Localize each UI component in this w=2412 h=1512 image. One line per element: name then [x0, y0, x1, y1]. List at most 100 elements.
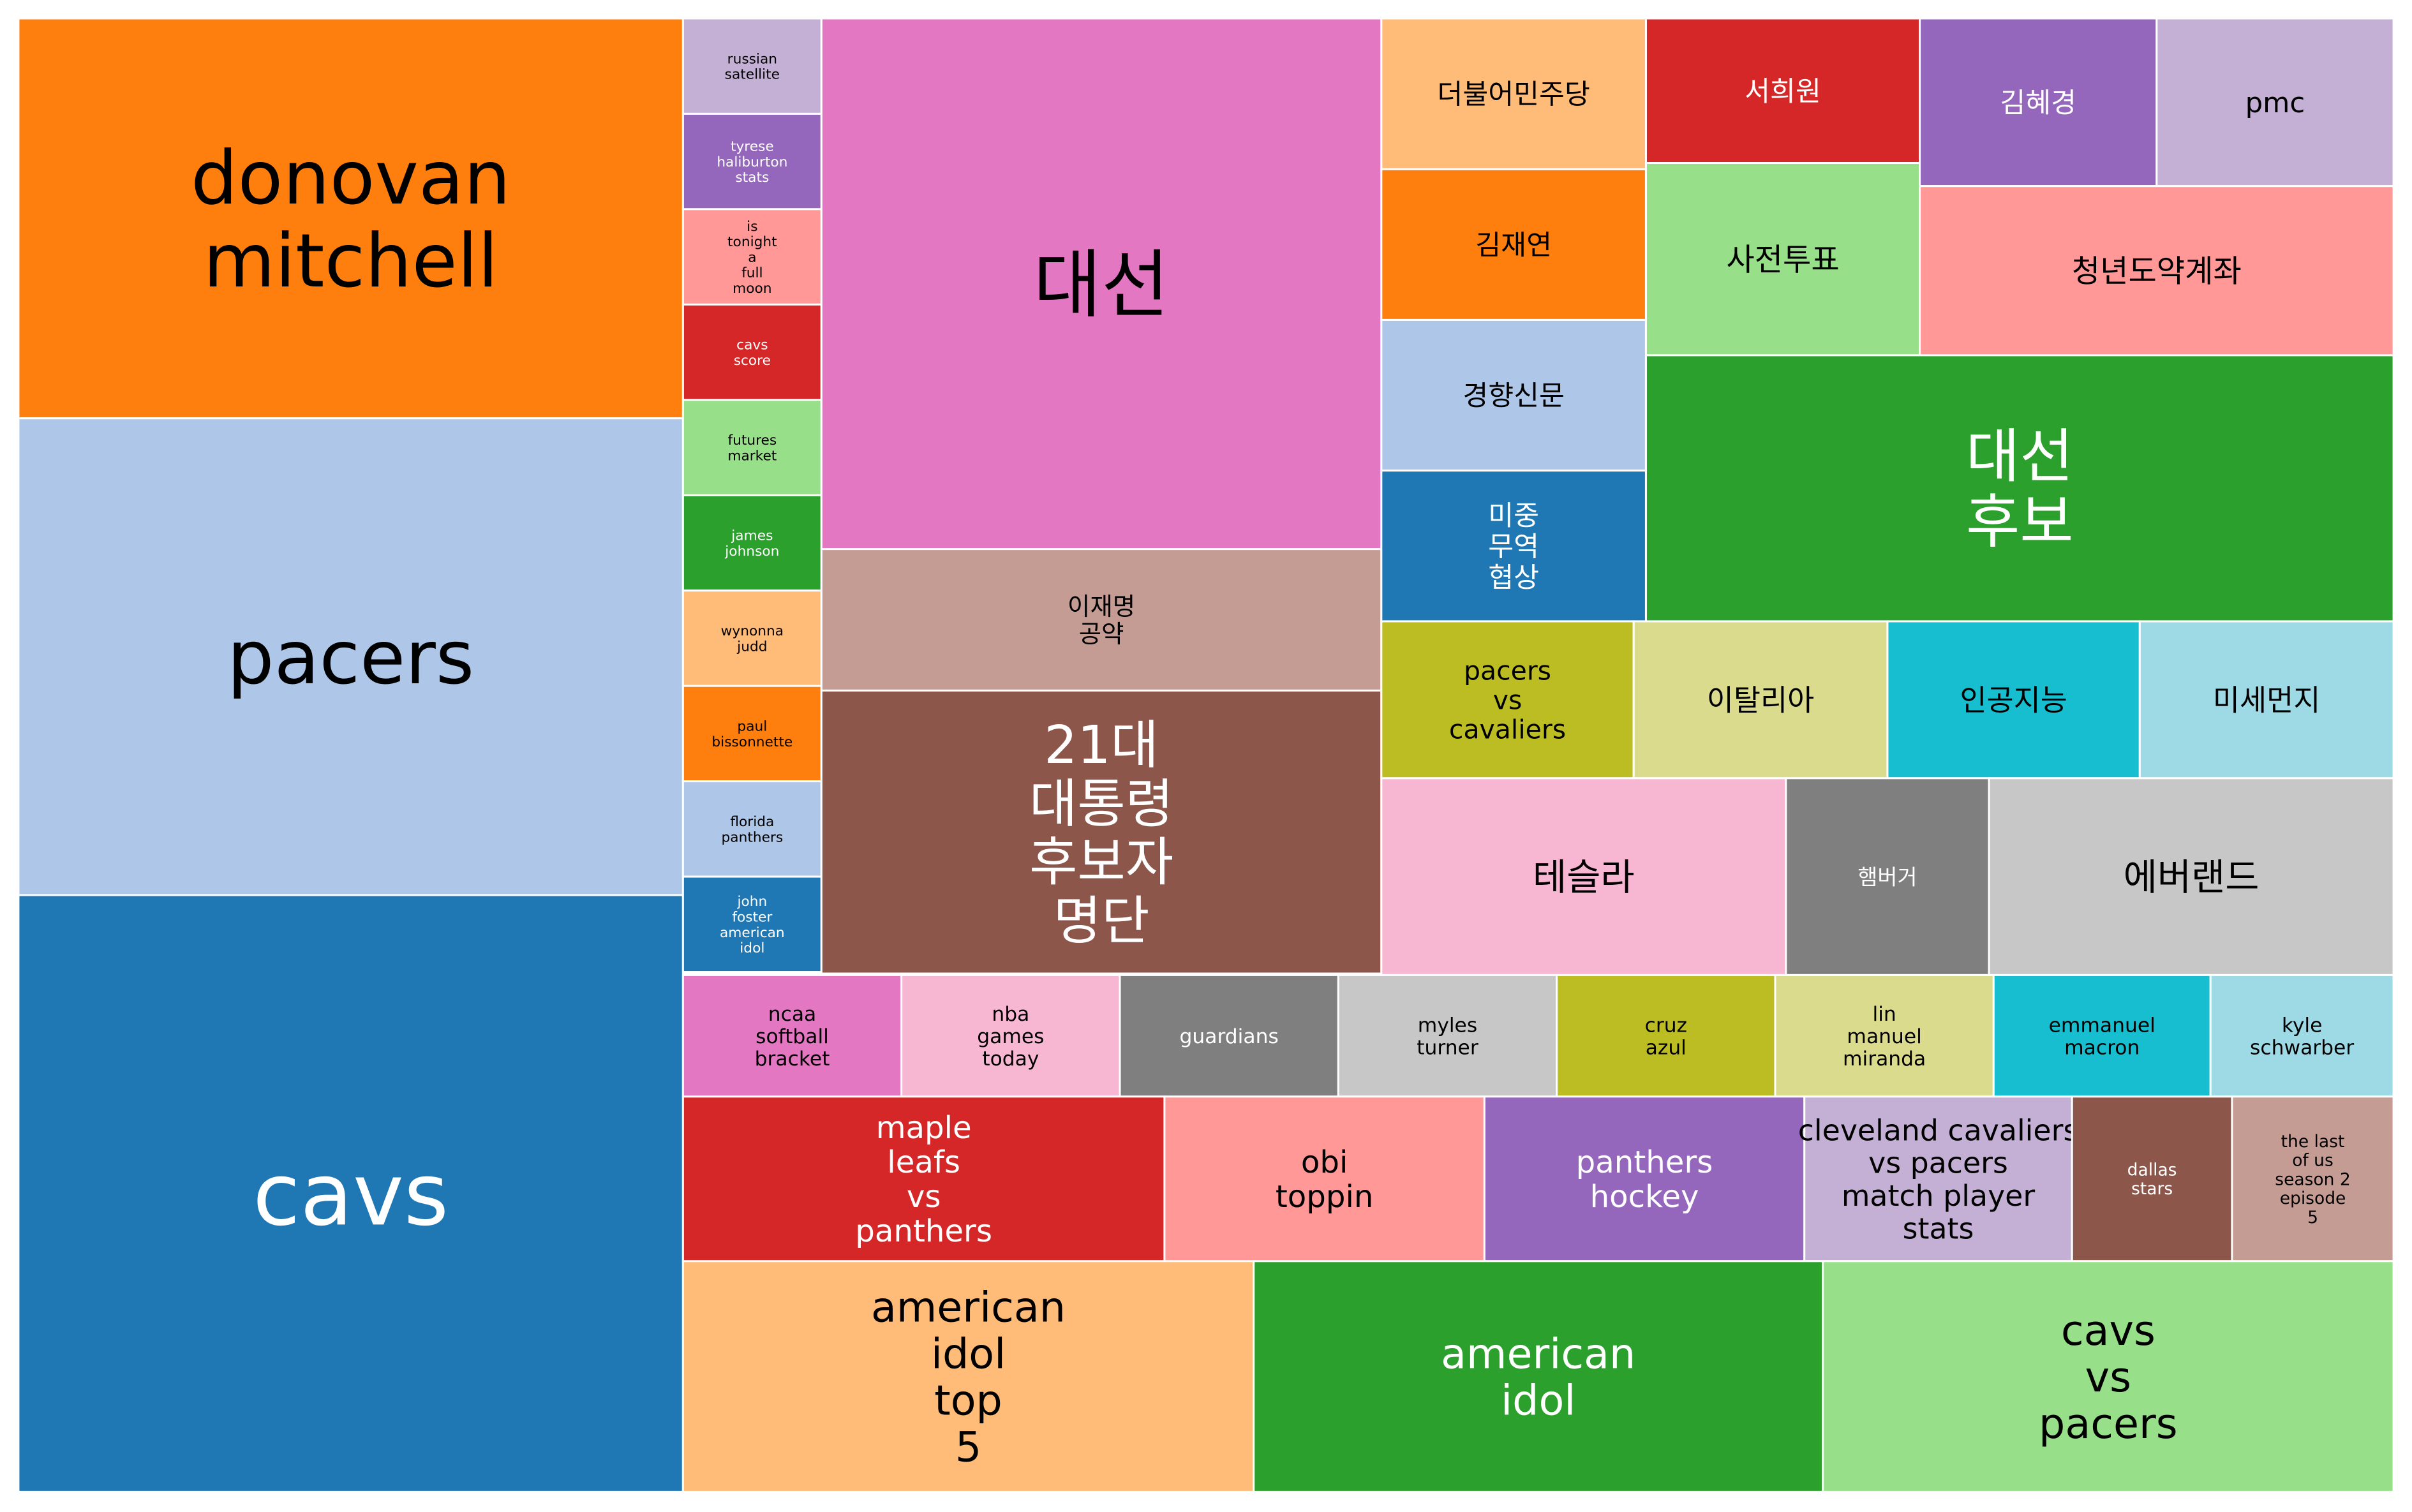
tile-florida-panthers: florida panthers [681, 780, 823, 878]
tile-30: 미세먼지 [2138, 620, 2395, 780]
tile-label: 미세먼지 [2213, 683, 2321, 717]
tile-label: kyle schwarber [2250, 1014, 2354, 1059]
tile-label: 대선 후보 [1966, 422, 2074, 556]
tile-cleveland-cavaliers-vs-pacers-match-player-stats: cleveland cavaliers vs pacers match player… [1798, 1095, 2078, 1263]
tile-label: 사전투표 [1726, 242, 1839, 278]
tile-31: 테슬라 [1380, 777, 1787, 976]
tile-american-idol-top-5: american idol top 5 [681, 1260, 1255, 1493]
tile-25: 청년도약계좌 [1919, 185, 2395, 357]
tile-pacers-vs-cavaliers: pacers vs cavaliers [1380, 620, 1635, 780]
tile-15: 이재명 공약 [820, 548, 1383, 692]
tile-label: john foster american idol [720, 894, 785, 956]
tile-29: 인공지능 [1886, 620, 2141, 780]
tile-john-foster-american-idol: john foster american idol [681, 875, 823, 974]
tile-rect [1992, 974, 2212, 1098]
tile-18: 김재연 [1380, 168, 1647, 321]
tile-rect [1886, 620, 2141, 780]
tile-label: russian satellite [725, 51, 780, 82]
tile-rect [820, 689, 1383, 975]
tile-ncaa-softball-bracket: ncaa softball bracket [681, 974, 903, 1098]
tile-kyle-schwarber: kyle schwarber [2209, 974, 2395, 1098]
tile-rect [1919, 185, 2395, 357]
tile-american-idol: american idol [1253, 1260, 1824, 1493]
tile-donovan-mitchell: donovan mitchell [17, 17, 684, 420]
tile-17: 더불어민주당 [1380, 17, 1647, 170]
tile-label: florida panthers [722, 814, 784, 845]
tile-label: cruz azul [1645, 1014, 1687, 1059]
tile-tyrese-haliburton-stats: tyrese haliburton stats [681, 112, 823, 211]
tile-label: futures market [727, 433, 777, 464]
tile-rect [1119, 974, 1339, 1098]
tile-label: 김재연 [1475, 230, 1552, 262]
tile-label: panthers hockey [1576, 1145, 1713, 1215]
tile-label: 이재명 공약 [1068, 593, 1135, 649]
tile-label: cavs [253, 1145, 449, 1245]
tile-label: 대선 [1034, 242, 1170, 328]
tile-rect [1380, 17, 1647, 170]
tile-rect [681, 589, 823, 687]
tile-russian-satellite: russian satellite [681, 17, 823, 115]
tile-rect [17, 894, 684, 1493]
tile-label: 에버랜드 [2124, 856, 2259, 899]
tile-guardians: guardians [1119, 974, 1339, 1098]
tile-label: james johnson [724, 528, 779, 560]
tile-label: ncaa softball bracket [755, 1003, 830, 1071]
tile-myles-turner: myles turner [1337, 974, 1558, 1098]
tile-label: obi toppin [1276, 1145, 1374, 1215]
tile-nba-games-today: nba games today [900, 974, 1121, 1098]
tile-rect [681, 875, 823, 974]
tile-label: american idol [1441, 1331, 1635, 1425]
tile-label: cavs vs pacers [2039, 1307, 2178, 1448]
tile-label: cavs score [734, 337, 771, 369]
tile-label: 청년도약계좌 [2072, 254, 2242, 290]
tile-26: 대선 후보 [1644, 354, 2395, 623]
tile-obi-toppin: obi toppin [1163, 1095, 1485, 1263]
tile-rect [1988, 777, 2395, 976]
tile-rect [1163, 1095, 1485, 1263]
tile-label: pmc [2245, 87, 2305, 119]
tile-rect [1556, 974, 1776, 1098]
tile-label: wynonna judd [721, 623, 784, 655]
tile-label: dallas stars [2127, 1160, 2177, 1199]
tile-rect [681, 1095, 1166, 1263]
tile-is-tonight-a-full-moon: is tonight a full moon [681, 208, 823, 306]
tile-rect [1380, 777, 1787, 976]
tile-rect [1822, 1260, 2395, 1493]
tile-label: nba games today [977, 1003, 1044, 1071]
tile-label: lin manuel miranda [1843, 1003, 1926, 1071]
tile-label: is tonight a full moon [727, 219, 777, 297]
tile-the-last-of-us-season-2-episode-5: the last of us season 2 episode 5 [2231, 1095, 2395, 1263]
tile-rect [681, 208, 823, 306]
tile-dallas-stars: dallas stars [2071, 1095, 2233, 1263]
tile-label: emmanuel macron [2049, 1014, 2155, 1059]
tile-paul-bissonnette: paul bissonnette [681, 685, 823, 783]
tile-rect [1380, 168, 1647, 321]
tile-cavs: cavs [17, 894, 684, 1493]
tile-pacers: pacers [17, 417, 684, 896]
tile-label: tyrese haliburton stats [717, 139, 787, 186]
tile-label: donovan mitchell [191, 136, 510, 304]
tile-rect [820, 17, 1383, 551]
tile-label: 이탈리아 [1707, 683, 1815, 717]
tile-rect [681, 685, 823, 783]
tile-21: 서희원 [1644, 17, 1921, 165]
tile-rect [2071, 1095, 2233, 1263]
tile-label: 더불어민주당 [1437, 79, 1589, 111]
tile-32: 햄버거 [1785, 777, 1990, 976]
tile-rect [1774, 974, 1995, 1098]
tile-label: 인공지능 [1960, 683, 2067, 717]
tile-label: pacers vs cavaliers [1449, 656, 1566, 745]
tile-rect [1644, 354, 2395, 623]
tile-rect [1785, 777, 1990, 976]
tile-rect [2138, 620, 2395, 780]
tile-cavs-vs-pacers: cavs vs pacers [1822, 1260, 2395, 1493]
tile-rect [1380, 318, 1647, 472]
tile-rect [17, 17, 684, 420]
tile-rect [681, 1260, 1255, 1493]
tile-rect [681, 399, 823, 496]
tile-emmanuel-macron: emmanuel macron [1992, 974, 2212, 1098]
tile-rect [1919, 17, 2158, 188]
tile-label: 21대 대통령 후보자 명단 [1029, 715, 1173, 951]
tile-label: 경향신문 [1463, 380, 1565, 412]
